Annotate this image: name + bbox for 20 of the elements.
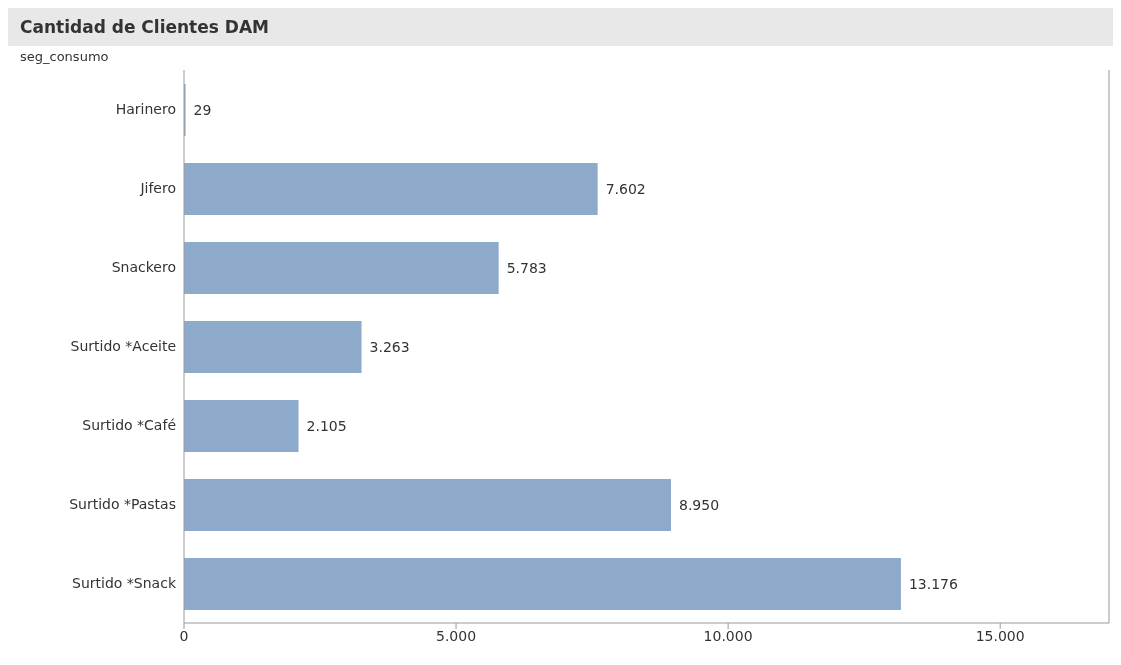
y-tick-label: Jifero bbox=[139, 180, 176, 197]
y-tick-label: Snackero bbox=[111, 259, 176, 276]
x-tick-label: 5.000 bbox=[436, 627, 477, 644]
data-label: 29 bbox=[193, 101, 212, 118]
y-tick-label: Harinero bbox=[115, 101, 176, 118]
y-axis-title: seg_consumo bbox=[19, 48, 110, 66]
x-tick-label: 15.000 bbox=[975, 627, 1025, 644]
y-tick-label: Surtido *Café bbox=[82, 417, 176, 434]
chart-title: Cantidad de Clientes DAM bbox=[8, 8, 1113, 46]
y-tick-label: Surtido *Snack bbox=[72, 575, 177, 592]
x-tick-label: 10.000 bbox=[703, 627, 753, 644]
data-label: 13.176 bbox=[908, 575, 959, 592]
data-label: 5.783 bbox=[506, 259, 547, 276]
y-tick-label: Surtido *Aceite bbox=[70, 338, 176, 355]
y-tick-label: Surtido *Pastas bbox=[69, 496, 176, 513]
data-label: 8.950 bbox=[678, 496, 720, 513]
x-tick-label: 0 bbox=[179, 627, 189, 644]
data-label: 7.602 bbox=[605, 180, 646, 197]
data-label: 3.263 bbox=[369, 338, 410, 355]
data-label: 2.105 bbox=[306, 417, 347, 434]
